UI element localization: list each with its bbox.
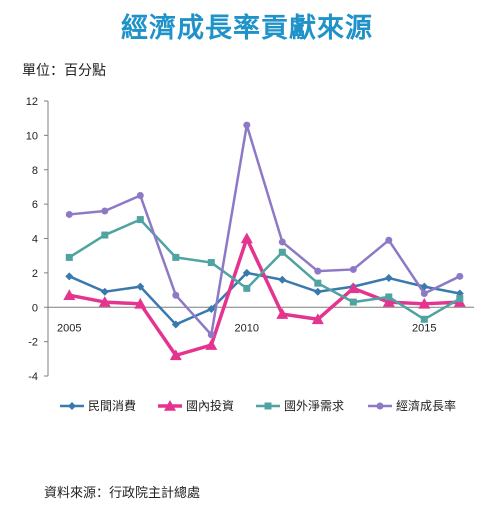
data-point xyxy=(314,279,322,287)
data-point xyxy=(242,268,251,277)
data-point xyxy=(314,267,322,275)
data-point xyxy=(101,207,109,215)
data-point xyxy=(311,313,324,325)
data-point xyxy=(101,231,109,239)
y-tick-label: 10 xyxy=(26,130,38,142)
data-point xyxy=(349,298,357,306)
y-tick-label: 2 xyxy=(32,268,38,280)
data-point xyxy=(172,253,180,261)
x-tick-label: 2015 xyxy=(412,322,436,334)
y-tick-label: 0 xyxy=(32,302,38,314)
series-line xyxy=(69,123,461,336)
data-point xyxy=(420,290,428,297)
x-tick-label: 2005 xyxy=(57,322,81,334)
data-point xyxy=(456,295,464,303)
data-point xyxy=(278,238,286,246)
data-point xyxy=(207,331,215,339)
data-point xyxy=(347,282,360,294)
y-tick-label: -4 xyxy=(28,371,38,383)
data-point xyxy=(134,297,147,309)
data-point xyxy=(136,192,144,200)
data-point xyxy=(100,287,109,296)
data-point xyxy=(98,296,111,307)
data-point xyxy=(278,275,287,284)
data-point xyxy=(65,210,73,218)
data-point xyxy=(420,315,428,323)
data-point xyxy=(243,121,251,129)
data-point xyxy=(65,272,74,281)
data-point xyxy=(418,297,431,309)
data-point xyxy=(207,259,215,267)
y-tick-label: -2 xyxy=(28,337,38,349)
data-point xyxy=(456,272,464,280)
legend-marker xyxy=(376,402,384,410)
legend-marker xyxy=(264,402,272,410)
page-title: 經濟成長率貢獻來源 xyxy=(121,13,373,44)
data-point xyxy=(205,339,218,350)
data-point xyxy=(313,287,322,296)
data-point xyxy=(385,293,393,301)
legend-label: 民間消費 xyxy=(88,398,136,413)
legend-label: 經濟成長率 xyxy=(396,398,456,413)
data-point xyxy=(243,284,251,292)
data-point xyxy=(207,304,216,313)
data-point xyxy=(171,320,180,329)
legend-marker xyxy=(68,402,76,410)
data-point xyxy=(240,232,253,244)
data-point xyxy=(63,289,76,301)
data-point xyxy=(136,216,144,224)
series-line xyxy=(68,271,461,326)
data-point xyxy=(384,274,393,283)
data-point xyxy=(385,236,393,244)
legend-marker xyxy=(164,400,176,411)
y-tick-label: 6 xyxy=(32,199,38,211)
x-tick-label: 2010 xyxy=(235,322,259,334)
y-tick-label: 4 xyxy=(32,234,38,246)
unit-label: 單位：百分點 xyxy=(22,63,106,79)
source-note: 資料來源：行政院主計總處 xyxy=(44,486,201,501)
y-tick-label: 8 xyxy=(32,165,38,177)
data-point xyxy=(278,248,286,256)
data-point xyxy=(136,282,145,291)
legend-label: 國內投資 xyxy=(186,398,234,413)
legend-label: 國外淨需求 xyxy=(284,399,344,413)
data-point xyxy=(172,291,180,299)
data-point xyxy=(169,349,182,361)
series-line xyxy=(68,218,461,321)
series-line xyxy=(68,236,460,358)
data-point xyxy=(65,253,73,261)
data-point xyxy=(349,265,357,273)
data-point xyxy=(276,308,289,319)
data-point xyxy=(382,296,395,307)
y-tick-label: 12 xyxy=(26,96,38,108)
